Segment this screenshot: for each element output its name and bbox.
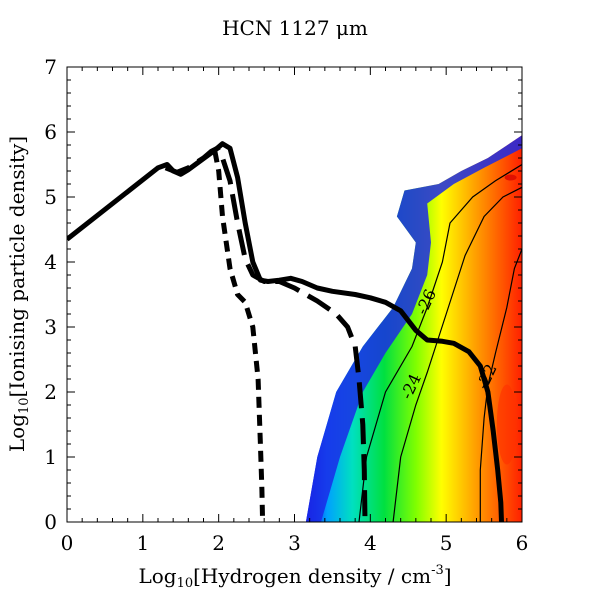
y-axis-ticks: 0 1 2 3 4 5 6 7 [44,55,522,534]
chart-title: HCN 1127 μm [222,16,368,40]
series-line-longdash [164,145,368,522]
series-line-solid [67,141,504,522]
x-axis-label: Log10[Hydrogen density / cm-3] [138,563,451,590]
y-tick-label: 6 [44,120,57,144]
y-axis-label: Log10[Ionising particle density] [5,136,32,452]
contour-line-2 [479,248,522,522]
contour-line-1 [392,186,522,522]
x-tick-label: 5 [440,531,453,555]
series-line-shortdash [212,151,266,522]
y-tick-label: 3 [44,315,57,339]
y-tick-label: 7 [44,55,57,79]
contour-line-0 [358,163,522,522]
x-tick-label: 6 [516,531,529,555]
contour-layer [358,163,522,522]
x-tick-label: 4 [364,531,377,555]
x-tick-label: 1 [136,531,149,555]
y-tick-label: 5 [44,185,57,209]
heatmap-peak-lower [496,384,517,465]
x-tick-label: 2 [212,531,225,555]
y-tick-label: 0 [44,510,57,534]
y-tick-label: 4 [44,250,57,274]
x-tick-label: 0 [61,531,74,555]
plot-area [67,135,522,522]
x-axis-ticks: 0 1 2 3 4 5 6 [61,67,529,555]
y-tick-label: 1 [44,445,57,469]
heatmap-low-level-edge [305,135,522,522]
x-tick-label: 3 [288,531,301,555]
y-tick-label: 2 [44,380,57,404]
series-layer [67,141,504,522]
heatmap-peak-upper [504,174,517,181]
